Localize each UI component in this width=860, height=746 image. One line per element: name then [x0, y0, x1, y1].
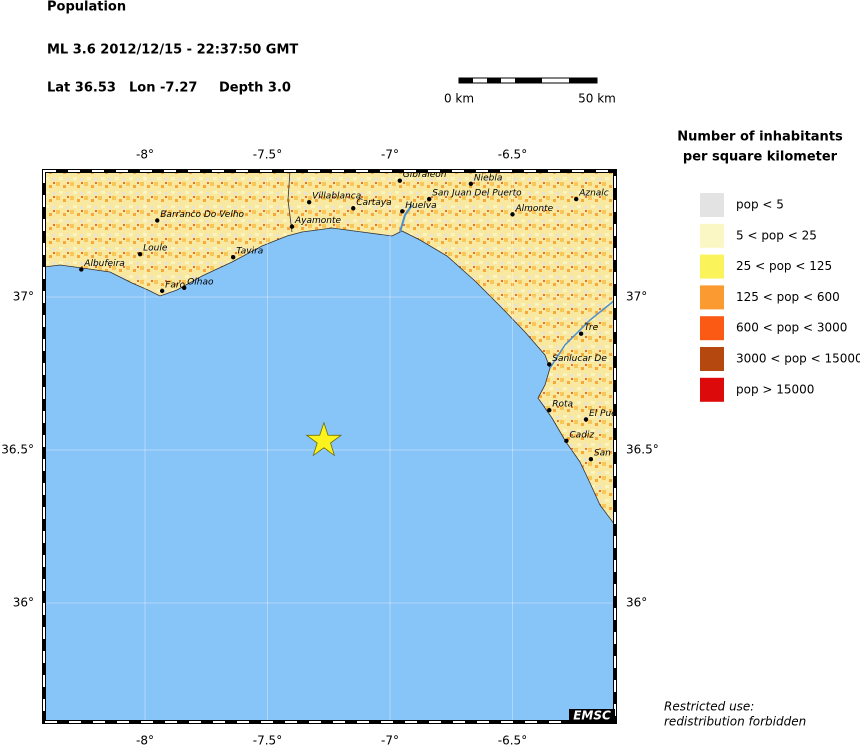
city-dot: [155, 218, 160, 223]
city-label: Rota: [552, 400, 573, 410]
city-label: Cartaya: [356, 198, 391, 208]
legend-label: pop < 5: [736, 198, 784, 212]
city-dot: [231, 255, 236, 260]
lon-tick-label: -7°: [381, 734, 399, 746]
legend-title: per square kilometer: [683, 150, 838, 165]
legend-swatch: [700, 193, 724, 217]
city-label: El Pue: [589, 409, 617, 419]
land: [44, 171, 615, 526]
city-dot: [400, 209, 405, 214]
map-area: Barranco Do Velho Loule Albufeira Tavira Far…: [44, 170, 617, 722]
city-label: San Juan Del Puerto: [432, 189, 522, 199]
lat-tick-label: 36°: [13, 596, 34, 610]
city-label: Aznalc: [578, 189, 609, 199]
legend-label: 600 < pop < 3000: [736, 321, 847, 335]
legend-swatch: [700, 377, 724, 402]
depth-info: Depth 3.0: [219, 81, 291, 96]
lon-tick-label: -8°: [136, 148, 154, 162]
city-dot: [547, 362, 552, 367]
city-dot: [583, 417, 589, 422]
lon-tick-label: -7°: [381, 148, 399, 162]
logo: EMSC: [573, 709, 611, 723]
city-label: Albufeira: [83, 259, 125, 269]
legend-swatch: [700, 285, 724, 310]
lat-tick-label: 36.5°: [1, 443, 34, 457]
scale-bar: [458, 77, 598, 84]
city-label: Barranco Do Velho: [160, 210, 244, 220]
city-dot: [397, 178, 402, 183]
city-label: Cadiz: [569, 430, 594, 440]
city-dot: [547, 408, 552, 413]
city-dot: [351, 206, 356, 211]
lon-tick-label: -7.5°: [253, 734, 282, 746]
note: redistribution forbidden: [664, 715, 806, 729]
legend-swatch: [700, 254, 724, 279]
river: [549, 299, 615, 369]
scale-start: 0 km: [444, 92, 474, 106]
city-label: Faro: [165, 280, 185, 290]
city-dot: [564, 438, 569, 444]
epicenter-star: [305, 421, 343, 457]
city-label: Almonte: [515, 204, 554, 214]
lat-tick-label: 37°: [13, 290, 34, 304]
lat-info: Lat 36.53: [47, 81, 116, 96]
city-dot: [79, 267, 84, 272]
note: Restricted use:: [664, 700, 754, 714]
city-dot: [289, 224, 295, 229]
lon-info: Lon -7.27: [129, 81, 197, 96]
legend-swatch: [700, 223, 724, 248]
city-dot: [588, 456, 594, 462]
city-label: Tre: [584, 323, 598, 333]
frame-dash: [43, 170, 616, 723]
city-label: Huelva: [405, 201, 436, 211]
legend-label: 5 < pop < 25: [736, 228, 817, 242]
city-label: Ayamonte: [294, 216, 342, 226]
city-dot: [578, 331, 584, 336]
lat-tick-label: 36.5°: [626, 443, 659, 457]
city-dot: [306, 199, 312, 205]
city-label: Sanlucar De: [552, 354, 607, 364]
legend-swatch: [700, 316, 724, 341]
city-label: San: [594, 449, 611, 459]
city-dot: [159, 288, 165, 294]
lon-tick-label: -8°: [136, 734, 154, 746]
legend-title: Number of inhabitants: [677, 130, 843, 145]
legend-label: 25 < pop < 125: [736, 259, 832, 273]
lat-tick-label: 36°: [626, 596, 647, 610]
city-dot: [427, 196, 432, 202]
city-label: Villablanca: [312, 192, 361, 202]
river: [399, 204, 413, 233]
city-dot: [574, 196, 579, 202]
lat-tick-label: 37°: [626, 290, 647, 304]
city-dot: [137, 251, 143, 257]
scale-end: 50 km: [578, 92, 616, 106]
border: [287, 171, 293, 233]
city-dot: [468, 181, 474, 186]
event-info: ML 3.6 2012/12/15 - 22:37:50 GMT: [47, 43, 298, 58]
title: Population: [47, 0, 126, 15]
lon-tick-label: -6.5°: [498, 148, 527, 162]
logo-box: [569, 709, 615, 723]
legend-swatch: [700, 347, 724, 371]
lon-tick-label: -6.5°: [498, 734, 527, 746]
city-label: Tavira: [236, 247, 263, 257]
legend-label: 125 < pop < 600: [736, 290, 840, 304]
city-label: Olhao: [187, 277, 214, 287]
legend-label: pop > 15000: [736, 382, 814, 396]
city-dot: [510, 212, 515, 217]
city-label: Loule: [143, 244, 168, 254]
lon-tick-label: -7.5°: [253, 148, 282, 162]
legend-label: 3000 < pop < 15000: [736, 352, 860, 366]
city-label: Gibraleon: [403, 170, 447, 180]
city-label: Niebla: [474, 173, 503, 183]
city-dot: [182, 285, 187, 291]
